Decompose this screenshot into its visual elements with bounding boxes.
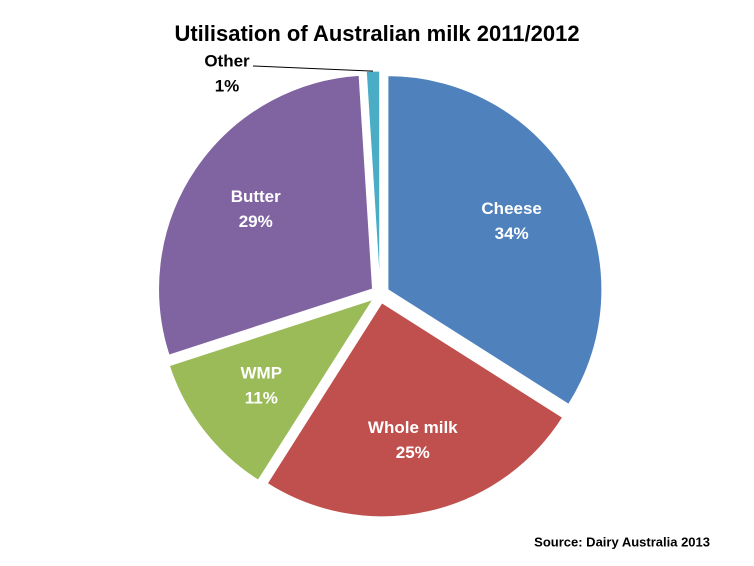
slice-label: Cheese: [481, 199, 541, 218]
source-note: Source: Dairy Australia 2013: [534, 534, 710, 549]
slice-value-label: 34%: [495, 224, 529, 243]
pie-slice: [168, 298, 375, 481]
pie-slice: [387, 75, 603, 406]
pie-slice: [266, 302, 564, 518]
slice-label: Whole milk: [368, 418, 458, 437]
pie-slice: [158, 74, 374, 356]
slice-value-label: 25%: [396, 443, 430, 462]
leader-line: [252, 65, 374, 72]
slice-label: WMP: [241, 364, 283, 383]
chart-title: Utilisation of Australian milk 2011/2012: [174, 21, 579, 46]
slice-value-label: 1%: [215, 76, 240, 95]
slice-value-label: 29%: [239, 212, 273, 231]
slice-value-label: 11%: [245, 389, 278, 408]
slice-label: Butter: [231, 187, 281, 206]
slice-label: Other: [204, 51, 250, 70]
